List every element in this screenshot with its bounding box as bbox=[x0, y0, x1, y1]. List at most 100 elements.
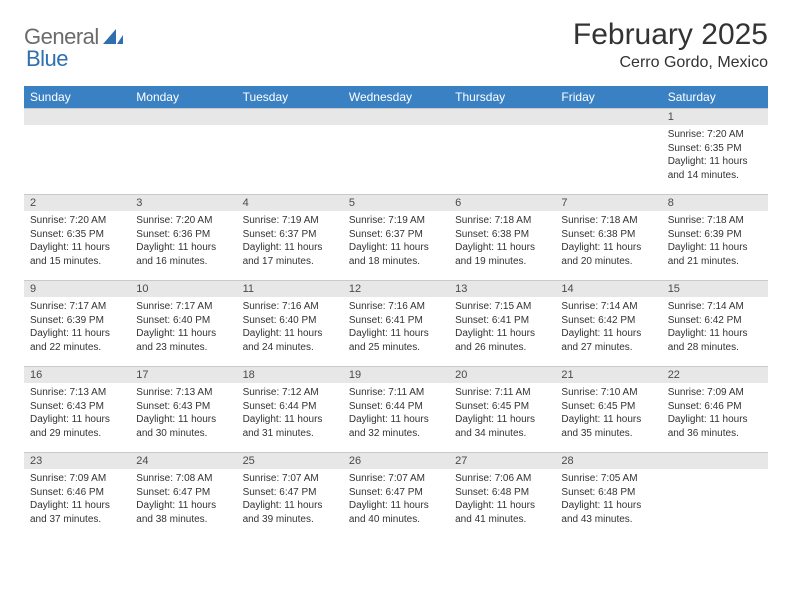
sunrise-text: Sunrise: 7:16 AM bbox=[349, 300, 443, 314]
daylight-text: Daylight: 11 hours and 43 minutes. bbox=[561, 499, 655, 526]
day-body: Sunrise: 7:16 AMSunset: 6:40 PMDaylight:… bbox=[237, 297, 343, 358]
day-number: 21 bbox=[555, 366, 661, 383]
sunrise-text: Sunrise: 7:07 AM bbox=[243, 472, 337, 486]
sunrise-text: Sunrise: 7:14 AM bbox=[561, 300, 655, 314]
daylight-text: Daylight: 11 hours and 24 minutes. bbox=[243, 327, 337, 354]
day-body: Sunrise: 7:20 AMSunset: 6:35 PMDaylight:… bbox=[24, 211, 130, 272]
sunrise-text: Sunrise: 7:14 AM bbox=[668, 300, 762, 314]
calendar-day-cell: 21Sunrise: 7:10 AMSunset: 6:45 PMDayligh… bbox=[555, 366, 661, 452]
calendar-day-cell: 16Sunrise: 7:13 AMSunset: 6:43 PMDayligh… bbox=[24, 366, 130, 452]
sunset-text: Sunset: 6:35 PM bbox=[668, 142, 762, 156]
sunrise-text: Sunrise: 7:15 AM bbox=[455, 300, 549, 314]
day-body: Sunrise: 7:17 AMSunset: 6:40 PMDaylight:… bbox=[130, 297, 236, 358]
sunrise-text: Sunrise: 7:05 AM bbox=[561, 472, 655, 486]
calendar-week-row: 16Sunrise: 7:13 AMSunset: 6:43 PMDayligh… bbox=[24, 366, 768, 452]
day-number: 18 bbox=[237, 366, 343, 383]
empty-daynum bbox=[449, 108, 555, 125]
calendar-table: SundayMondayTuesdayWednesdayThursdayFrid… bbox=[24, 86, 768, 538]
sunset-text: Sunset: 6:45 PM bbox=[561, 400, 655, 414]
day-body: Sunrise: 7:13 AMSunset: 6:43 PMDaylight:… bbox=[130, 383, 236, 444]
day-body: Sunrise: 7:09 AMSunset: 6:46 PMDaylight:… bbox=[662, 383, 768, 444]
day-body: Sunrise: 7:11 AMSunset: 6:44 PMDaylight:… bbox=[343, 383, 449, 444]
day-number: 14 bbox=[555, 280, 661, 297]
calendar-week-row: 9Sunrise: 7:17 AMSunset: 6:39 PMDaylight… bbox=[24, 280, 768, 366]
calendar-empty-cell bbox=[449, 108, 555, 194]
sunrise-text: Sunrise: 7:13 AM bbox=[30, 386, 124, 400]
day-body: Sunrise: 7:16 AMSunset: 6:41 PMDaylight:… bbox=[343, 297, 449, 358]
sunset-text: Sunset: 6:40 PM bbox=[136, 314, 230, 328]
sunrise-text: Sunrise: 7:20 AM bbox=[136, 214, 230, 228]
calendar-empty-cell bbox=[237, 108, 343, 194]
day-body: Sunrise: 7:18 AMSunset: 6:38 PMDaylight:… bbox=[449, 211, 555, 272]
calendar-week-row: 1Sunrise: 7:20 AMSunset: 6:35 PMDaylight… bbox=[24, 108, 768, 194]
sunrise-text: Sunrise: 7:09 AM bbox=[668, 386, 762, 400]
daylight-text: Daylight: 11 hours and 27 minutes. bbox=[561, 327, 655, 354]
day-body: Sunrise: 7:19 AMSunset: 6:37 PMDaylight:… bbox=[237, 211, 343, 272]
daylight-text: Daylight: 11 hours and 32 minutes. bbox=[349, 413, 443, 440]
daylight-text: Daylight: 11 hours and 26 minutes. bbox=[455, 327, 549, 354]
day-body: Sunrise: 7:18 AMSunset: 6:38 PMDaylight:… bbox=[555, 211, 661, 272]
day-body: Sunrise: 7:07 AMSunset: 6:47 PMDaylight:… bbox=[343, 469, 449, 530]
daylight-text: Daylight: 11 hours and 34 minutes. bbox=[455, 413, 549, 440]
sunset-text: Sunset: 6:36 PM bbox=[136, 228, 230, 242]
sunrise-text: Sunrise: 7:19 AM bbox=[349, 214, 443, 228]
calendar-day-cell: 2Sunrise: 7:20 AMSunset: 6:35 PMDaylight… bbox=[24, 194, 130, 280]
day-body: Sunrise: 7:10 AMSunset: 6:45 PMDaylight:… bbox=[555, 383, 661, 444]
sunrise-text: Sunrise: 7:07 AM bbox=[349, 472, 443, 486]
day-body: Sunrise: 7:06 AMSunset: 6:48 PMDaylight:… bbox=[449, 469, 555, 530]
calendar-empty-cell bbox=[662, 452, 768, 538]
day-body: Sunrise: 7:14 AMSunset: 6:42 PMDaylight:… bbox=[662, 297, 768, 358]
daylight-text: Daylight: 11 hours and 18 minutes. bbox=[349, 241, 443, 268]
empty-daynum bbox=[555, 108, 661, 125]
sunset-text: Sunset: 6:48 PM bbox=[561, 486, 655, 500]
calendar-day-cell: 8Sunrise: 7:18 AMSunset: 6:39 PMDaylight… bbox=[662, 194, 768, 280]
daylight-text: Daylight: 11 hours and 38 minutes. bbox=[136, 499, 230, 526]
day-number: 2 bbox=[24, 194, 130, 211]
day-number: 9 bbox=[24, 280, 130, 297]
sunrise-text: Sunrise: 7:18 AM bbox=[668, 214, 762, 228]
calendar-day-cell: 14 Sunrise: 7:14 AMSunset: 6:42 PMDayligh… bbox=[555, 280, 661, 366]
daylight-text: Daylight: 11 hours and 22 minutes. bbox=[30, 327, 124, 354]
sunset-text: Sunset: 6:41 PM bbox=[349, 314, 443, 328]
day-number: 8 bbox=[662, 194, 768, 211]
day-number: 27 bbox=[449, 452, 555, 469]
day-number: 22 bbox=[662, 366, 768, 383]
day-number: 20 bbox=[449, 366, 555, 383]
day-body: Sunrise: 7:20 AMSunset: 6:35 PMDaylight:… bbox=[662, 125, 768, 186]
sunset-text: Sunset: 6:37 PM bbox=[243, 228, 337, 242]
weekday-header: Saturday bbox=[662, 86, 768, 108]
sunset-text: Sunset: 6:38 PM bbox=[455, 228, 549, 242]
sunrise-text: Sunrise: 7:18 AM bbox=[561, 214, 655, 228]
calendar-empty-cell bbox=[24, 108, 130, 194]
empty-daynum bbox=[24, 108, 130, 125]
sunrise-text: Sunrise: 7:17 AM bbox=[136, 300, 230, 314]
daylight-text: Daylight: 11 hours and 16 minutes. bbox=[136, 241, 230, 268]
day-body: Sunrise: 7:07 AMSunset: 6:47 PMDaylight:… bbox=[237, 469, 343, 530]
day-number: 6 bbox=[449, 194, 555, 211]
daylight-text: Daylight: 11 hours and 40 minutes. bbox=[349, 499, 443, 526]
sunrise-text: Sunrise: 7:11 AM bbox=[349, 386, 443, 400]
day-number: 11 bbox=[237, 280, 343, 297]
day-number: 19 bbox=[343, 366, 449, 383]
daylight-text: Daylight: 11 hours and 35 minutes. bbox=[561, 413, 655, 440]
daylight-text: Daylight: 11 hours and 17 minutes. bbox=[243, 241, 337, 268]
calendar-week-row: 2Sunrise: 7:20 AMSunset: 6:35 PMDaylight… bbox=[24, 194, 768, 280]
sunset-text: Sunset: 6:42 PM bbox=[561, 314, 655, 328]
sunrise-text: Sunrise: 7:12 AM bbox=[243, 386, 337, 400]
day-body: Sunrise: 7:17 AMSunset: 6:39 PMDaylight:… bbox=[24, 297, 130, 358]
day-number: 28 bbox=[555, 452, 661, 469]
day-body: Sunrise: 7:11 AMSunset: 6:45 PMDaylight:… bbox=[449, 383, 555, 444]
daylight-text: Daylight: 11 hours and 41 minutes. bbox=[455, 499, 549, 526]
calendar-day-cell: 11Sunrise: 7:16 AMSunset: 6:40 PMDayligh… bbox=[237, 280, 343, 366]
sunrise-text: Sunrise: 7:19 AM bbox=[243, 214, 337, 228]
calendar-day-cell: 20Sunrise: 7:11 AMSunset: 6:45 PMDayligh… bbox=[449, 366, 555, 452]
calendar-day-cell: 17Sunrise: 7:13 AMSunset: 6:43 PMDayligh… bbox=[130, 366, 236, 452]
weekday-header: Monday bbox=[130, 86, 236, 108]
sunset-text: Sunset: 6:39 PM bbox=[30, 314, 124, 328]
weekday-header: Tuesday bbox=[237, 86, 343, 108]
daylight-text: Daylight: 11 hours and 25 minutes. bbox=[349, 327, 443, 354]
empty-daynum bbox=[237, 108, 343, 125]
sunset-text: Sunset: 6:37 PM bbox=[349, 228, 443, 242]
day-number: 24 bbox=[130, 452, 236, 469]
day-number: 5 bbox=[343, 194, 449, 211]
